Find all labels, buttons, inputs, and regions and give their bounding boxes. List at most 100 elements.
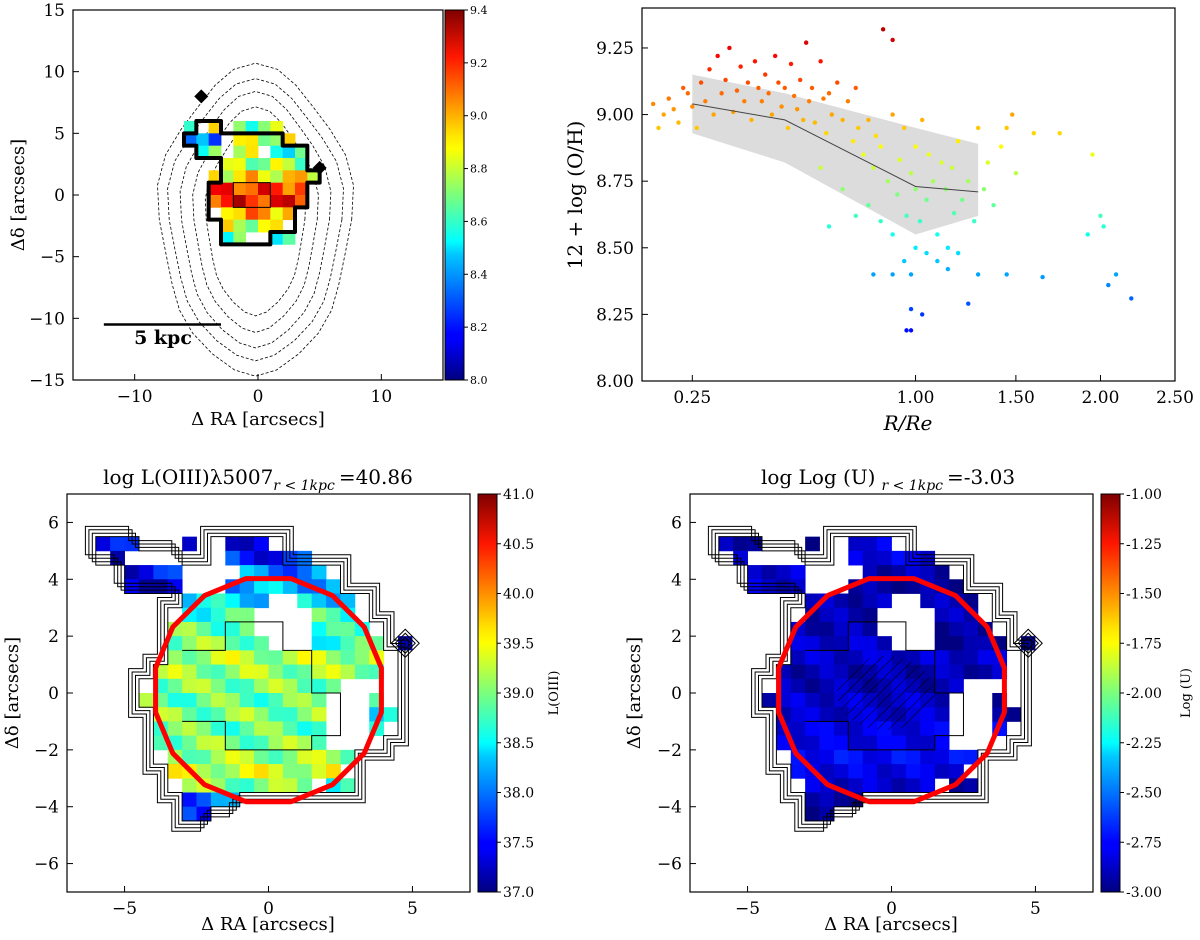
map-cell xyxy=(196,678,212,694)
colorbar-tick-label: -2.25 xyxy=(1126,736,1162,752)
y-tick-label: −2 xyxy=(34,741,59,761)
map-cell xyxy=(819,678,835,694)
map-cell xyxy=(254,565,269,580)
oh-map-axes: −10 0 10 −15 −10 −5 0 5 10 15 xyxy=(29,1,392,407)
oh-map-cell xyxy=(233,195,247,208)
map-cell xyxy=(239,735,255,751)
map-cell xyxy=(877,735,892,751)
map-cell xyxy=(225,607,241,623)
x-tick-label: 0 xyxy=(263,899,274,919)
scatter-point xyxy=(818,165,823,171)
x-tick-label: 0.25 xyxy=(673,388,711,408)
map-cell xyxy=(326,664,341,680)
map-cell xyxy=(920,650,936,665)
map-cell xyxy=(225,735,241,751)
mask-contour xyxy=(714,532,1025,825)
map-cell xyxy=(326,650,341,665)
colorbar-tick-label: -1.75 xyxy=(1126,636,1162,652)
scatter-point xyxy=(985,160,991,165)
scatter-point xyxy=(949,165,955,171)
oh-map-cell xyxy=(196,133,210,147)
logu-map-axes: −5 0 5 −6 −4 −2 0 2 4 6 xyxy=(657,513,1041,919)
map-cell xyxy=(848,764,864,779)
y-tick-label: 8.00 xyxy=(596,372,634,392)
map-cell xyxy=(819,621,835,637)
map-cell xyxy=(790,664,806,680)
scatter-point xyxy=(1101,224,1106,229)
scatter-point xyxy=(1090,152,1095,157)
y-tick-label: −2 xyxy=(657,741,682,761)
map-cell xyxy=(326,749,341,765)
map-cell xyxy=(196,607,212,623)
scatter-point xyxy=(776,80,781,85)
map-cell xyxy=(790,636,806,651)
map-cell xyxy=(934,607,950,623)
logu-map-area xyxy=(707,525,1043,832)
scatter-point xyxy=(685,91,691,96)
y-tick-label: −5 xyxy=(40,248,65,268)
map-cell xyxy=(862,565,878,580)
map-cell xyxy=(920,565,936,580)
scatter-point xyxy=(919,312,925,317)
scatter-axes: 0.25 1.00 1.50 2.00 2.50 8.00 8.25 8.50 8.75 9.00… xyxy=(596,39,1194,408)
map-cell xyxy=(210,593,226,609)
map-cell xyxy=(819,749,835,765)
y-tick-label: 8.50 xyxy=(596,239,634,259)
scatter-point xyxy=(871,272,876,277)
scatter-point xyxy=(824,131,829,136)
map-cell xyxy=(297,678,313,694)
map-cell xyxy=(254,636,269,651)
map-cell xyxy=(167,764,183,779)
map-cell xyxy=(196,749,212,765)
scatter-point xyxy=(749,117,754,123)
scatter-point xyxy=(939,160,944,165)
map-cell xyxy=(225,650,241,665)
scatter-point xyxy=(676,120,681,125)
map-cell xyxy=(848,650,864,665)
map-cell xyxy=(182,621,197,637)
inner-contour xyxy=(805,621,964,751)
oh-map-cell xyxy=(307,170,321,184)
scatter-point xyxy=(656,125,661,131)
map-cell xyxy=(790,678,806,694)
oiii-map-axes: −5 0 5 −6 −4 −2 0 2 4 6 xyxy=(34,513,418,919)
oh-map-cell xyxy=(233,207,247,221)
map-cell xyxy=(138,693,154,708)
map-cell xyxy=(805,749,820,765)
map-cell xyxy=(254,579,269,594)
scatter-point xyxy=(666,96,671,101)
isophote-contour xyxy=(167,78,344,362)
oh-map-cell xyxy=(233,158,247,171)
map-cell xyxy=(239,636,255,651)
map-cell xyxy=(718,536,734,552)
map-cell xyxy=(225,621,241,637)
map-cell xyxy=(877,550,892,566)
oh-map-cell xyxy=(184,133,197,147)
oh-map-cell xyxy=(295,145,308,159)
scatter-point xyxy=(690,104,695,109)
oh-map-cell xyxy=(245,133,259,147)
mask-contour xyxy=(718,536,1022,822)
map-cell xyxy=(254,678,269,694)
oh-map-cell xyxy=(295,195,308,208)
y-tick-label: 0 xyxy=(54,186,65,206)
map-cell xyxy=(182,806,197,822)
map-cell xyxy=(297,749,313,765)
scatter-point xyxy=(707,67,712,72)
map-cell xyxy=(196,650,212,665)
map-cell xyxy=(790,650,806,665)
map-cell xyxy=(790,707,806,722)
map-cell xyxy=(848,607,864,623)
map-cell xyxy=(167,693,183,708)
scatter-point xyxy=(715,53,720,59)
map-cell xyxy=(268,721,284,737)
scatter-point xyxy=(806,99,812,104)
scalebar-label: 5 kpc xyxy=(134,327,192,349)
map-cell xyxy=(311,678,327,694)
colorbar-tick-label: 39.5 xyxy=(503,636,534,652)
scatter-point xyxy=(752,59,758,64)
map-cell xyxy=(210,621,226,637)
map-cell xyxy=(268,678,284,694)
map-cell xyxy=(934,621,950,637)
y-tick-label: 15 xyxy=(43,1,65,21)
